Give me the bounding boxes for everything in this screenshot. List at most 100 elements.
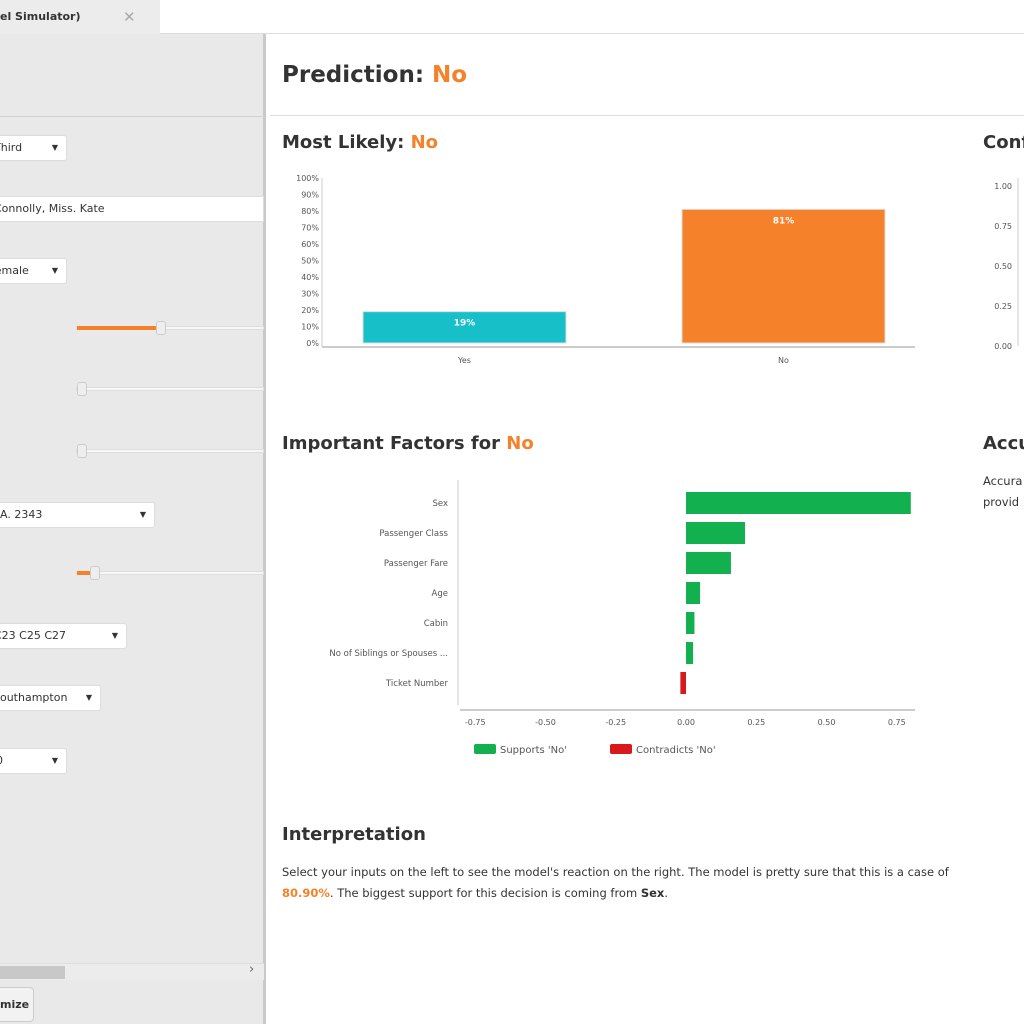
divider [270,115,1024,116]
factors-bar-chart: -0.75 -0.50 -0.25 0.00 0.25 0.50 0.75 Sex Passen… [329,480,915,756]
tab-bar: el Simulator) ✕ [0,0,1024,34]
confidence-percent: 80.90% [282,886,330,900]
tab-title: el Simulator) [0,10,81,23]
y-tick-label: 80% [301,207,319,216]
most-likely-value: No [410,132,439,153]
x-tick-label: No [778,356,789,365]
name-input[interactable]: Connolly, Miss. Kate [0,196,264,222]
data-label: 19% [454,319,476,329]
tab-model-simulator[interactable]: el Simulator) [0,0,160,34]
y-tick-label: 1.00 [994,182,1012,191]
select-value: Female [0,264,29,277]
y-tick-label: 90% [301,191,319,200]
input-value: Connolly, Miss. Kate [0,202,105,215]
x-tick-label: -0.50 [535,718,556,727]
x-tick-label: -0.25 [605,718,626,727]
text: . [664,886,668,900]
embarked-select[interactable]: Southampton ▼ [0,685,101,711]
interpretation-text: Select your inputs on the left to see th… [282,865,949,879]
accuracy-text: provid [983,495,1020,509]
text: . The biggest support for this decision … [329,886,641,900]
slider-handle[interactable] [155,321,166,335]
factor-label: Ticket Number [385,679,448,689]
select-value: Third [0,141,23,154]
bar-no [681,208,886,344]
title-prefix: Important Factors for [282,433,507,454]
parents-slider[interactable] [76,444,264,458]
factor-label: Sex [432,499,448,509]
legend-label: Supports 'No' [500,745,567,756]
y-tick-label: 0.25 [994,302,1012,311]
y-tick-label: 10% [301,323,319,332]
factors-value: No [506,433,534,454]
accuracy-text: Accura [983,474,1023,488]
legend-swatch-contradicts [610,744,632,754]
interpretation-text-2: 80.90%. The biggest support for this dec… [282,886,668,900]
horizontal-scrollbar[interactable]: › [0,962,264,980]
factors-title: Important Factors for No [282,433,534,454]
chevron-down-icon: ▼ [51,756,58,765]
slider-handle[interactable] [77,382,87,396]
y-tick-label: 60% [301,240,319,249]
y-tick-label: 0.75 [994,222,1012,231]
data-label: 81% [773,216,795,226]
factor-label: Age [432,589,448,599]
sex-select[interactable]: Female ▼ [0,258,67,284]
legend-label: Contradicts 'No' [636,745,716,756]
top-feature: Sex [640,886,665,900]
factor-bar [686,612,695,634]
confidence-chart: 1.00 0.75 0.50 0.25 0.00 [994,178,1019,351]
prediction-value: No [432,62,468,88]
slider-handle[interactable] [90,566,101,580]
select-value: Southampton [0,691,68,704]
slider-handle[interactable] [77,444,87,458]
factor-bar [686,552,731,574]
chevron-down-icon: ▼ [85,693,92,702]
x-tick-label: 0.75 [888,718,906,727]
accuracy-title: Accu [983,433,1024,454]
factor-bar [686,582,701,604]
factor-bar [680,672,686,694]
x-tick-label: 0.25 [747,718,765,727]
bar-yes [362,311,567,344]
factor-bar [686,522,746,544]
passenger-class-select[interactable]: Third ▼ [0,135,67,161]
chevron-down-icon: ▼ [51,143,58,152]
button-label: mize [0,998,30,1011]
chevron-down-icon: ▼ [139,510,146,519]
age-slider[interactable] [76,321,264,335]
chevron-down-icon: ▼ [51,266,58,275]
divider [0,116,264,117]
select-value: A. 2343 [0,508,43,521]
y-tick-label: 100% [296,174,319,183]
page-title: Prediction: No [282,62,467,88]
x-tick-label: Yes [457,356,471,365]
slider-fill [77,326,158,330]
most-likely-title: Most Likely: No [282,132,438,153]
close-icon[interactable]: ✕ [123,8,136,26]
title-prefix: Prediction: [282,62,433,88]
probability-bar-chart: 0% 10% 20% 30% 40% 50% 60% 70% 80% 90% 100% 19% Yes 8… [296,174,915,365]
siblings-slider[interactable] [76,382,264,396]
factor-bar [686,492,911,514]
y-tick-label: 40% [301,273,319,282]
optimize-button[interactable]: mize [0,987,34,1022]
y-tick-label: 0% [306,339,319,348]
factor-label: Passenger Class [379,529,448,539]
x-tick-label: 0.50 [818,718,836,727]
y-tick-label: 30% [301,290,319,299]
ticket-select[interactable]: A. 2343 ▼ [0,502,155,528]
cabin-select[interactable]: C23 C25 C27 ▼ [0,623,127,649]
legend-swatch-supports [474,744,496,754]
chevron-right-icon[interactable]: › [249,962,255,977]
y-tick-label: 20% [301,306,319,315]
x-tick-label: -0.75 [465,718,486,727]
fare-slider[interactable] [76,566,264,580]
parch-select[interactable]: 0▼ [0,748,67,774]
confidence-title: Conf [983,132,1024,153]
interpretation-title: Interpretation [282,824,426,845]
title-prefix: Most Likely: [282,132,411,153]
scrollbar-thumb[interactable] [0,966,65,979]
y-tick-label: 50% [301,257,319,266]
y-tick-label: 70% [301,224,319,233]
